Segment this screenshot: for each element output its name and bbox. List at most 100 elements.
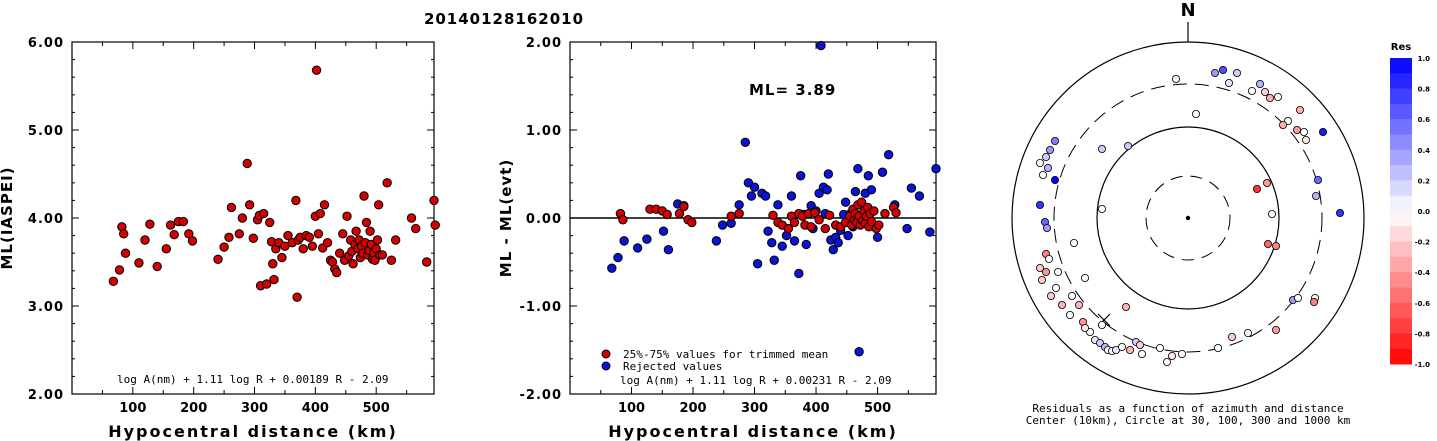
polar-station-point: [1118, 342, 1127, 351]
polar-station-point: [1178, 349, 1187, 358]
polar-caption-line1: Residuals as a function of azimuth and d…: [1032, 402, 1343, 415]
left-data-point: [361, 217, 372, 228]
colorbar-label: 0.8: [1418, 86, 1431, 94]
left-x-tick-label: 300: [241, 401, 268, 416]
left-data-point: [373, 200, 384, 210]
colorbar-swatch: [1390, 226, 1412, 243]
colorbar-swatch: [1390, 134, 1412, 151]
polar-station-point: [1264, 239, 1273, 248]
polar-station-point: [1044, 163, 1053, 172]
left-data-point: [313, 229, 324, 239]
polar-station-point: [1268, 209, 1277, 218]
middle-x-tick-label: 200: [679, 401, 706, 416]
rejected-data-point: [872, 232, 883, 243]
trimmed-mean-data-point: [810, 208, 820, 218]
left-x-tick-label: 500: [363, 401, 390, 416]
rejected-data-point: [866, 185, 877, 195]
polar-station-point: [1248, 87, 1257, 96]
rejected-data-point: [853, 164, 863, 174]
left-data-point: [165, 220, 176, 230]
polar-station-point: [1156, 343, 1165, 352]
polar-station-point: [1168, 351, 1177, 360]
trimmed-mean-data-point: [726, 211, 736, 221]
rejected-data-point: [740, 137, 751, 148]
colorbar-swatch: [1390, 165, 1412, 181]
polar-station-point: [1038, 275, 1047, 284]
polar-plot: N Residuals as a function of azimuth and…: [1011, 0, 1365, 427]
left-data-point: [421, 257, 432, 267]
rejected-data-point: [931, 164, 941, 174]
rejected-data-point: [632, 243, 643, 253]
polar-station-point: [1214, 343, 1223, 352]
left-tick-marks: [72, 41, 434, 395]
polar-station-point: [1052, 283, 1061, 292]
polar-station-point: [1054, 267, 1063, 276]
polar-station-point: [1228, 332, 1237, 341]
polar-station-point: [1098, 204, 1107, 213]
middle-x-tick-label: 100: [618, 401, 645, 416]
trimmed-mean-data-point: [734, 208, 744, 219]
polar-station-point: [1300, 127, 1309, 136]
rejected-data-point: [769, 255, 779, 265]
polar-station-point: [1192, 110, 1201, 119]
left-x-tick-labels: 100 200 300 400 500: [119, 401, 390, 416]
polar-station-point: [1042, 267, 1051, 276]
left-data-point: [322, 237, 333, 248]
rejected-data-point: [902, 223, 912, 234]
middle-legend: 25%-75% values for trimmed mean Rejected…: [601, 348, 828, 373]
rejected-data-point: [658, 226, 669, 236]
legend-blue-label: Rejected values: [623, 360, 722, 373]
left-y-tick-label: 2.00: [28, 388, 64, 403]
left-data-point: [237, 213, 248, 223]
left-data-point: [187, 236, 198, 246]
colorbar-swatch: [1390, 302, 1412, 319]
left-data-point: [213, 254, 223, 265]
middle-x-tick-label: 500: [864, 401, 891, 416]
polar-station-point: [1233, 69, 1242, 78]
colorbar-title: Res: [1391, 42, 1411, 53]
trimmed-mean-data-point: [679, 201, 689, 212]
left-x-tick-label: 100: [119, 401, 146, 416]
ring-30km: [1145, 175, 1231, 261]
rejected-data-point: [795, 171, 806, 181]
colorbar-label: -0.4: [1415, 269, 1430, 277]
left-data-point: [430, 220, 440, 230]
left-data-point: [382, 178, 392, 188]
rejected-data-point: [822, 185, 832, 195]
trimmed-mean-data-point: [662, 209, 672, 220]
polar-station-point: [1122, 302, 1131, 311]
rejected-data-point: [823, 169, 834, 179]
colorbar-swatch: [1390, 333, 1412, 350]
colorbar-swatch: [1390, 195, 1412, 212]
polar-station-point: [1045, 254, 1054, 263]
polar-station-point: [1051, 175, 1060, 184]
polar-station-point: [1211, 69, 1220, 78]
polar-station-point: [1314, 175, 1323, 184]
left-data-point: [359, 191, 369, 201]
polar-station-point: [1172, 75, 1181, 84]
rejected-data-point: [786, 191, 797, 201]
middle-tick-marks: [570, 41, 936, 395]
rejected-data-point: [734, 200, 744, 210]
rejected-data-point: [863, 171, 874, 181]
colorbar-swatch: [1390, 256, 1412, 273]
trimmed-mean-data-point: [783, 223, 794, 234]
trimmed-mean-data-point: [687, 217, 697, 228]
left-data-point: [242, 158, 252, 169]
rejected-data-point: [789, 236, 800, 246]
left-y-tick-label: 6.00: [28, 36, 64, 51]
trimmed-mean-data-point: [820, 223, 830, 234]
trimmed-mean-data-point: [618, 215, 628, 225]
rejected-data-point: [773, 200, 783, 210]
polar-station-point: [1124, 141, 1133, 150]
middle-y-axis-label: ML - ML(evt): [497, 159, 515, 277]
colorbar-swatch: [1390, 241, 1412, 258]
polar-station-point: [1098, 320, 1107, 329]
polar-station-point: [1274, 93, 1283, 102]
left-data-point: [411, 223, 421, 234]
left-data-point: [348, 259, 358, 269]
rejected-data-point: [767, 237, 777, 248]
colorbar-swatch: [1390, 180, 1412, 197]
ring-1000km: [1011, 41, 1365, 395]
polar-station-point: [1081, 273, 1090, 282]
